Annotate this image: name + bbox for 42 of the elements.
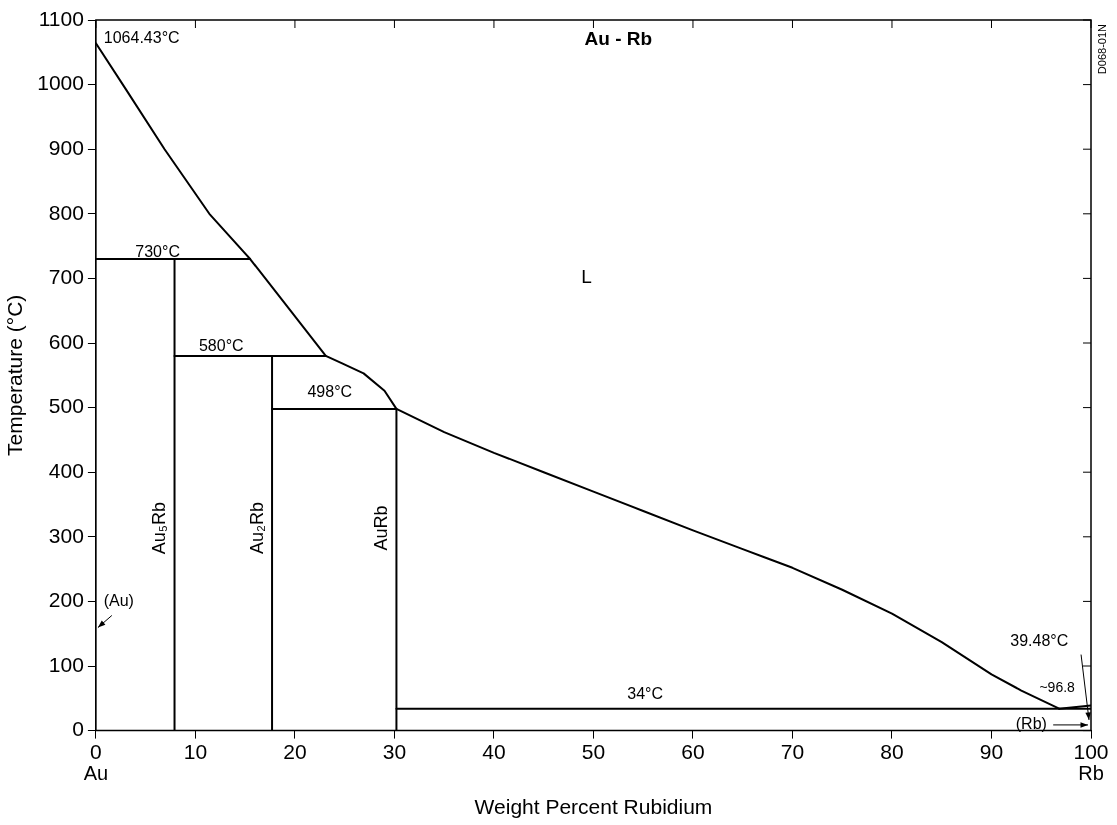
y-tick-label: 500 xyxy=(48,394,84,418)
x-axis-title: Weight Percent Rubidium xyxy=(474,795,713,819)
x-tick-label: 60 xyxy=(681,740,705,763)
text: Au xyxy=(83,762,109,785)
text: AuRb xyxy=(371,505,392,551)
y-tick-label: 700 xyxy=(48,265,84,289)
x-tick-label: 90 xyxy=(979,740,1004,763)
y-tick-label: 900 xyxy=(48,136,84,159)
x-tick-label: 20 xyxy=(283,740,307,763)
text: Au₂Rb xyxy=(247,502,268,555)
annotation: L xyxy=(581,266,592,288)
x-tick-label: 40 xyxy=(482,740,506,763)
x-tick-label: 80 xyxy=(880,740,904,763)
annotation: 39.48°C xyxy=(1010,632,1069,650)
annotation: 580°C xyxy=(198,337,244,355)
x-tick-label: 50 xyxy=(581,740,606,763)
y-tick-label: 100 xyxy=(48,652,84,676)
text: D068-01N xyxy=(1096,23,1109,75)
y-tick-label: 400 xyxy=(48,459,84,482)
annotation: ~96.8 xyxy=(1039,678,1076,695)
annotation: (Rb) xyxy=(1015,715,1047,733)
annotation: (Au) xyxy=(103,591,134,609)
x-tick-label: 70 xyxy=(780,740,805,763)
annotation: 34°C xyxy=(627,685,664,703)
y-tick-label: 200 xyxy=(48,588,84,612)
y-tick-label: 1000 xyxy=(37,71,84,95)
x-tick-label: 30 xyxy=(382,740,407,763)
y-tick-label: 600 xyxy=(48,329,84,353)
x-tick-label: 100 xyxy=(1073,740,1109,763)
y-tick-label: 800 xyxy=(48,200,84,224)
x-tick-label: 10 xyxy=(183,740,208,763)
y-tick-label: 300 xyxy=(48,523,84,547)
text: Au₅Rb xyxy=(149,501,170,555)
x-tick-label: 0 xyxy=(90,740,102,763)
annotation: 1064.43°C xyxy=(103,28,180,46)
y-tick-label: 1100 xyxy=(38,6,84,30)
annotation: 730°C xyxy=(135,243,180,261)
y-tick-label: 0 xyxy=(72,717,84,741)
annotation: 498°C xyxy=(307,382,353,400)
text: Rb xyxy=(1078,762,1104,785)
chart-title: Au - Rb xyxy=(584,27,653,49)
y-axis-title: Temperature (°C) xyxy=(3,294,27,456)
